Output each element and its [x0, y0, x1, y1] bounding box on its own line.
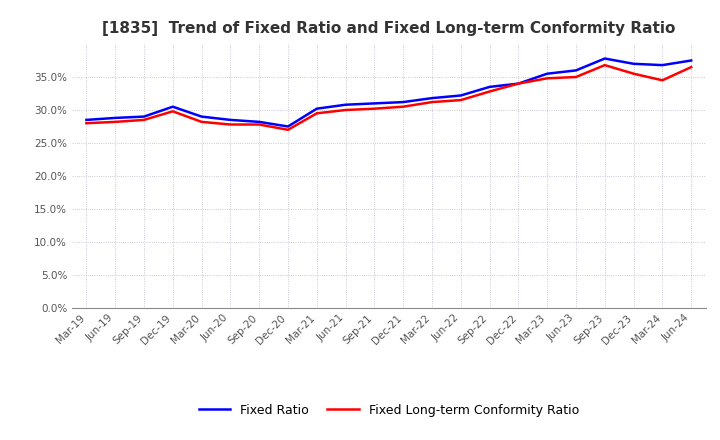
Fixed Long-term Conformity Ratio: [370, 106, 379, 111]
Fixed Ratio: [370, 101, 379, 106]
Fixed Long-term Conformity Ratio: [514, 81, 523, 86]
Fixed Long-term Conformity Ratio: [284, 127, 292, 132]
Fixed Long-term Conformity Ratio: [600, 62, 609, 68]
Fixed Ratio: [312, 106, 321, 111]
Fixed Long-term Conformity Ratio: [140, 117, 148, 122]
Fixed Long-term Conformity Ratio: [629, 71, 638, 76]
Fixed Long-term Conformity Ratio: [658, 77, 667, 83]
Line: Fixed Ratio: Fixed Ratio: [86, 59, 691, 127]
Fixed Long-term Conformity Ratio: [197, 119, 206, 125]
Fixed Ratio: [226, 117, 235, 122]
Fixed Long-term Conformity Ratio: [226, 122, 235, 127]
Fixed Ratio: [284, 124, 292, 129]
Fixed Ratio: [687, 58, 696, 63]
Fixed Long-term Conformity Ratio: [341, 107, 350, 113]
Fixed Ratio: [456, 93, 465, 98]
Fixed Ratio: [629, 61, 638, 66]
Fixed Ratio: [82, 117, 91, 122]
Fixed Long-term Conformity Ratio: [456, 97, 465, 103]
Fixed Ratio: [572, 68, 580, 73]
Fixed Long-term Conformity Ratio: [687, 64, 696, 70]
Fixed Long-term Conformity Ratio: [485, 89, 494, 94]
Fixed Long-term Conformity Ratio: [255, 122, 264, 127]
Legend: Fixed Ratio, Fixed Long-term Conformity Ratio: Fixed Ratio, Fixed Long-term Conformity …: [194, 399, 584, 422]
Fixed Ratio: [341, 102, 350, 107]
Fixed Long-term Conformity Ratio: [111, 119, 120, 125]
Fixed Long-term Conformity Ratio: [312, 110, 321, 116]
Fixed Ratio: [485, 84, 494, 90]
Fixed Ratio: [514, 81, 523, 86]
Fixed Ratio: [255, 119, 264, 125]
Fixed Ratio: [168, 104, 177, 109]
Fixed Long-term Conformity Ratio: [168, 109, 177, 114]
Fixed Ratio: [111, 115, 120, 121]
Fixed Ratio: [600, 56, 609, 61]
Fixed Long-term Conformity Ratio: [399, 104, 408, 109]
Title: [1835]  Trend of Fixed Ratio and Fixed Long-term Conformity Ratio: [1835] Trend of Fixed Ratio and Fixed Lo…: [102, 21, 675, 36]
Fixed Ratio: [428, 95, 436, 101]
Fixed Ratio: [543, 71, 552, 76]
Fixed Ratio: [197, 114, 206, 119]
Line: Fixed Long-term Conformity Ratio: Fixed Long-term Conformity Ratio: [86, 65, 691, 130]
Fixed Ratio: [658, 62, 667, 68]
Fixed Long-term Conformity Ratio: [572, 74, 580, 80]
Fixed Long-term Conformity Ratio: [428, 99, 436, 105]
Fixed Ratio: [140, 114, 148, 119]
Fixed Long-term Conformity Ratio: [543, 76, 552, 81]
Fixed Long-term Conformity Ratio: [82, 121, 91, 126]
Fixed Ratio: [399, 99, 408, 105]
